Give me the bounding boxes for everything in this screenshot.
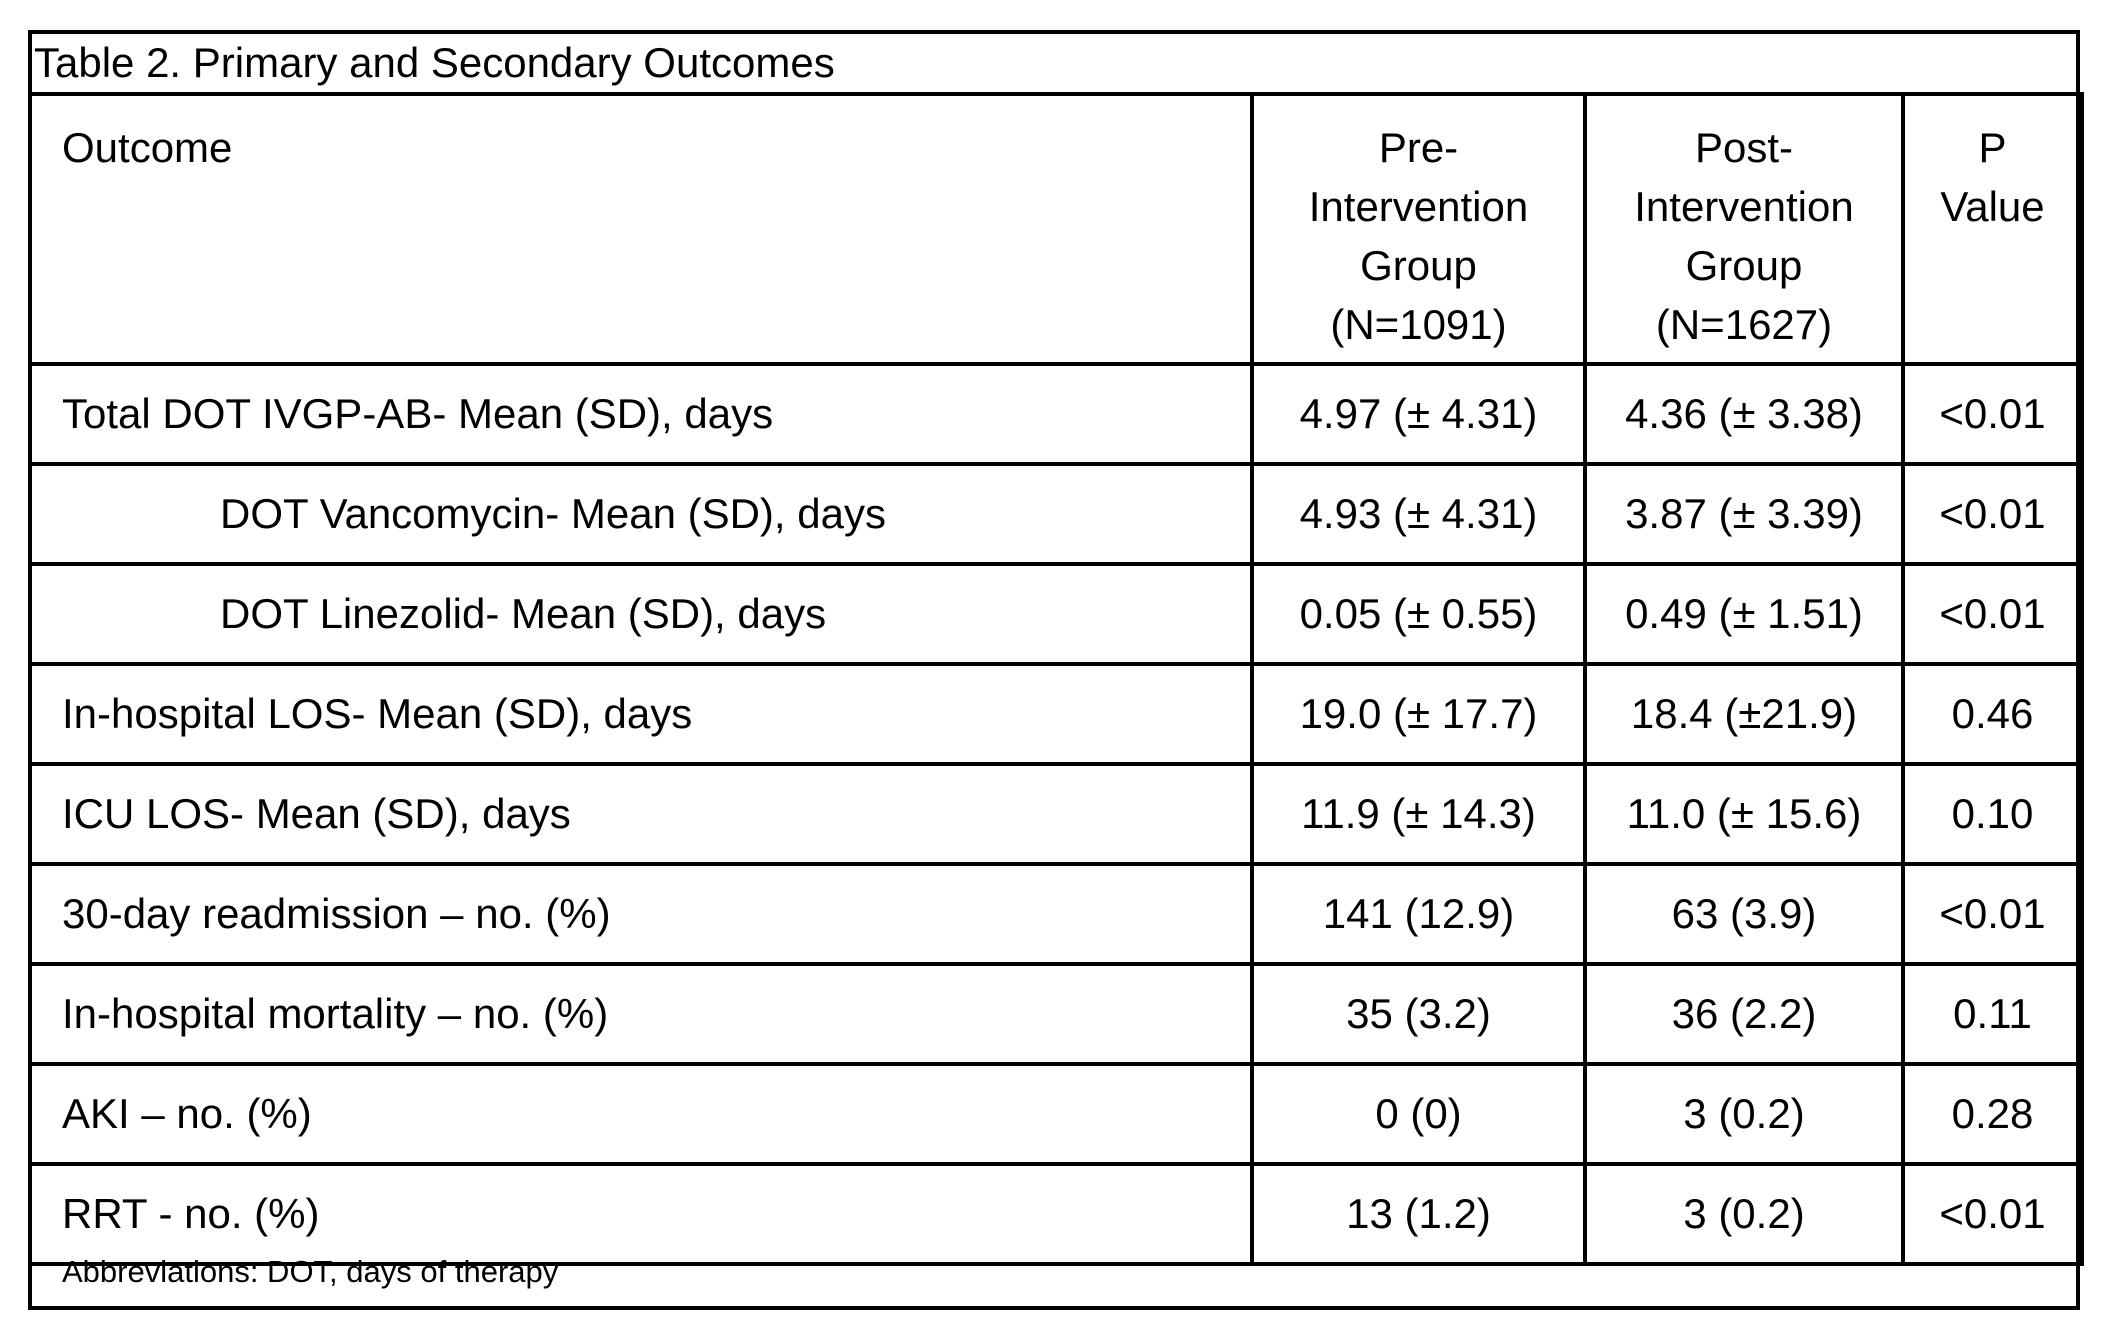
post-value-cell: 11.0 (± 15.6) xyxy=(1583,762,1905,866)
pre-value-cell: 141 (12.9) xyxy=(1250,862,1587,966)
pre-value-cell: 11.9 (± 14.3) xyxy=(1250,762,1587,866)
outcome-cell: ICU LOS- Mean (SD), days xyxy=(28,762,1254,866)
table-row: In-hospital mortality – no. (%) 35 (3.2)… xyxy=(28,962,2084,1066)
post-value-cell: 0.49 (± 1.51) xyxy=(1583,562,1905,666)
header-post-intervention: Post- Intervention Group (N=1627) xyxy=(1583,92,1905,366)
header-pre-line: Group xyxy=(1360,242,1477,289)
header-row: Outcome Pre- Intervention Group (N=1091)… xyxy=(28,92,2084,366)
table-row: DOT Vancomycin- Mean (SD), days 4.93 (± … xyxy=(28,462,2084,566)
header-post-line: (N=1627) xyxy=(1655,301,1833,348)
outcome-cell: In-hospital mortality – no. (%) xyxy=(28,962,1254,1066)
pre-value-cell: 4.93 (± 4.31) xyxy=(1250,462,1587,566)
post-value-cell: 36 (2.2) xyxy=(1583,962,1905,1066)
header-pre-intervention: Pre- Intervention Group (N=1091) xyxy=(1250,92,1587,366)
post-value-cell: 3 (0.2) xyxy=(1583,1162,1905,1266)
outcomes-table: Outcome Pre- Intervention Group (N=1091)… xyxy=(28,92,2084,1266)
header-p-line: P xyxy=(1978,124,2007,171)
header-outcome: Outcome xyxy=(28,92,1254,366)
pre-value-cell: 0 (0) xyxy=(1250,1062,1587,1166)
outcome-cell: DOT Vancomycin- Mean (SD), days xyxy=(28,462,1254,566)
p-value-cell: <0.01 xyxy=(1901,462,2084,566)
p-value-cell: <0.01 xyxy=(1901,1162,2084,1266)
table-row: In-hospital LOS- Mean (SD), days 19.0 (±… xyxy=(28,662,2084,766)
pre-value-cell: 13 (1.2) xyxy=(1250,1162,1587,1266)
post-value-cell: 3 (0.2) xyxy=(1583,1062,1905,1166)
table-footnote: Abbreviations: DOT, days of therapy xyxy=(62,1254,559,1289)
outcome-cell: DOT Linezolid- Mean (SD), days xyxy=(28,562,1254,666)
pre-value-cell: 35 (3.2) xyxy=(1250,962,1587,1066)
post-value-cell: 63 (3.9) xyxy=(1583,862,1905,966)
outcome-cell: 30-day readmission – no. (%) xyxy=(28,862,1254,966)
table-row: 30-day readmission – no. (%) 141 (12.9) … xyxy=(28,862,2084,966)
post-value-cell: 3.87 (± 3.39) xyxy=(1583,462,1905,566)
header-post-line: Group xyxy=(1685,242,1803,289)
p-value-cell: <0.01 xyxy=(1901,362,2084,466)
outcome-cell: RRT - no. (%) xyxy=(28,1162,1254,1266)
p-value-cell: 0.10 xyxy=(1901,762,2084,866)
header-pre-line: Intervention xyxy=(1308,183,1529,230)
header-post-line: Intervention xyxy=(1634,183,1854,230)
table-row: DOT Linezolid- Mean (SD), days 0.05 (± 0… xyxy=(28,562,2084,666)
table-row: AKI – no. (%) 0 (0) 3 (0.2) 0.28 xyxy=(28,1062,2084,1166)
header-pre-line: (N=1091) xyxy=(1330,301,1507,348)
p-value-cell: <0.01 xyxy=(1901,862,2084,966)
pre-value-cell: 4.97 (± 4.31) xyxy=(1250,362,1587,466)
p-value-cell: <0.01 xyxy=(1901,562,2084,666)
outcome-cell: Total DOT IVGP-AB- Mean (SD), days xyxy=(28,362,1254,466)
p-value-cell: 0.46 xyxy=(1901,662,2084,766)
table-title: Table 2. Primary and Secondary Outcomes xyxy=(34,39,835,86)
header-pre-line: Pre- xyxy=(1378,124,1459,171)
table-row: ICU LOS- Mean (SD), days 11.9 (± 14.3) 1… xyxy=(28,762,2084,866)
table-row: Total DOT IVGP-AB- Mean (SD), days 4.97 … xyxy=(28,362,2084,466)
p-value-cell: 0.28 xyxy=(1901,1062,2084,1166)
outcome-cell: AKI – no. (%) xyxy=(28,1062,1254,1166)
post-value-cell: 18.4 (±21.9) xyxy=(1583,662,1905,766)
header-p-line: Value xyxy=(1940,183,2045,230)
outcome-cell: In-hospital LOS- Mean (SD), days xyxy=(28,662,1254,766)
p-value-cell: 0.11 xyxy=(1901,962,2084,1066)
header-p-value: P Value xyxy=(1901,92,2084,366)
pre-value-cell: 0.05 (± 0.55) xyxy=(1250,562,1587,666)
pre-value-cell: 19.0 (± 17.7) xyxy=(1250,662,1587,766)
post-value-cell: 4.36 (± 3.38) xyxy=(1583,362,1905,466)
table-row: RRT - no. (%) 13 (1.2) 3 (0.2) <0.01 xyxy=(28,1162,2084,1266)
header-post-line: Post- xyxy=(1694,124,1794,171)
